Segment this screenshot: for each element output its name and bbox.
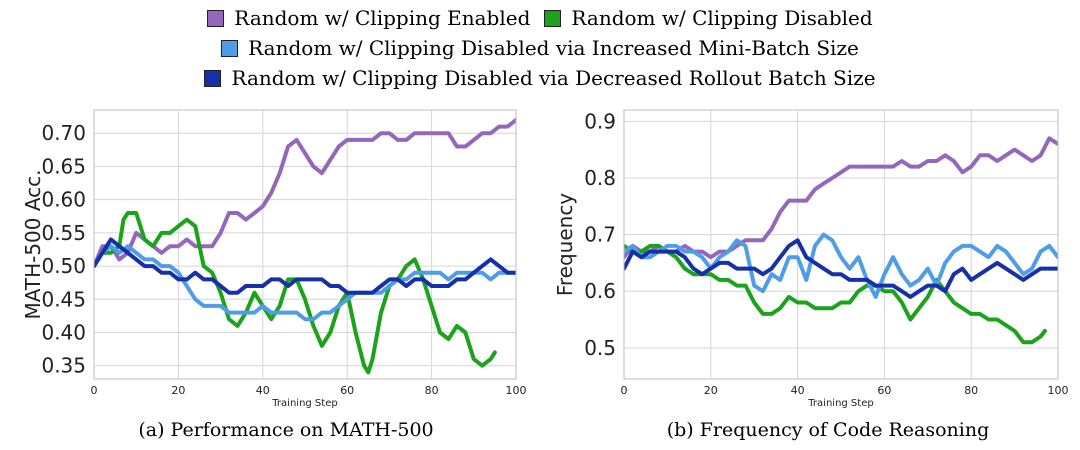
legend-row: Random w/ Clipping Disabled via Decrease… xyxy=(0,66,1080,90)
y-tick-label: 0.45 xyxy=(41,287,86,311)
x-tick-label: 0 xyxy=(91,384,98,397)
x-tick-label: 60 xyxy=(877,384,891,397)
plot-frame xyxy=(93,109,517,380)
x-tick-label: 60 xyxy=(340,384,354,397)
y-tick-label: 0.9 xyxy=(584,109,616,133)
legend-label-minibatch: Random w/ Clipping Disabled via Increase… xyxy=(248,36,859,60)
legend-row: Random w/ Clipping Enabled Random w/ Clip… xyxy=(0,6,1080,30)
y-axis-label: MATH-500 Acc. xyxy=(21,169,45,319)
x-tick-label: 100 xyxy=(1048,384,1069,397)
legend-label-enabled: Random w/ Clipping Enabled xyxy=(234,6,531,30)
y-tick-label: 0.8 xyxy=(584,166,616,190)
legend-label-rollout: Random w/ Clipping Disabled via Decrease… xyxy=(231,66,876,90)
y-tick-label: 0.35 xyxy=(41,354,86,378)
chart-caption: (a) Performance on MATH-500 xyxy=(138,419,433,441)
legend-item-minibatch: Random w/ Clipping Disabled via Increase… xyxy=(221,36,859,60)
y-tick-label: 0.7 xyxy=(584,223,616,247)
x-tick-label: 100 xyxy=(506,384,527,397)
plot-area xyxy=(624,110,1058,379)
legend-label-disabled: Random w/ Clipping Disabled xyxy=(571,6,873,30)
legend-swatch-rollout xyxy=(204,69,222,87)
legend-item-rollout: Random w/ Clipping Disabled via Decrease… xyxy=(204,66,876,90)
y-tick-label: 0.55 xyxy=(41,221,86,245)
legend: Random w/ Clipping Enabled Random w/ Clip… xyxy=(0,0,1080,100)
series-line-minibatch xyxy=(94,244,516,322)
series-line-rollout xyxy=(94,237,516,295)
y-tick-label: 0.60 xyxy=(41,188,86,212)
y-axis-label: Frequency xyxy=(553,193,577,296)
legend-item-enabled: Random w/ Clipping Enabled xyxy=(207,6,530,30)
series-line-enabled xyxy=(94,118,516,269)
legend-row: Random w/ Clipping Disabled via Increase… xyxy=(0,36,1080,60)
legend-swatch-disabled xyxy=(544,9,562,27)
y-tick-label: 0.65 xyxy=(41,154,86,178)
y-tick-label: 0.70 xyxy=(41,121,86,145)
x-axis-label: Training Step xyxy=(271,398,337,409)
series-line-rollout xyxy=(624,238,1058,299)
y-tick-label: 0.50 xyxy=(41,254,86,278)
legend-swatch-enabled xyxy=(207,9,225,27)
y-tick-label: 0.6 xyxy=(584,279,616,303)
plot-frame xyxy=(623,109,1059,380)
x-tick-label: 40 xyxy=(791,384,805,397)
y-tick-label: 0.40 xyxy=(41,321,86,345)
legend-swatch-minibatch xyxy=(221,39,239,57)
chart-b: 0 20 40 60 80 100 0.5 0.6 0.7 0.8 0.9 Training Step… xyxy=(553,109,1069,441)
series-line-disabled xyxy=(624,243,1047,345)
chart-a: 0 20 40 60 80 100 0.35 0.40 0.45 0.50 0.55 0.60 0.65… xyxy=(21,109,527,441)
series-line-minibatch xyxy=(624,232,1058,299)
x-tick-label: 20 xyxy=(704,384,718,397)
y-tick-label: 0.5 xyxy=(584,336,616,360)
x-tick-label: 0 xyxy=(621,384,628,397)
legend-item-disabled: Random w/ Clipping Disabled xyxy=(544,6,873,30)
x-tick-label: 20 xyxy=(171,384,185,397)
x-tick-label: 40 xyxy=(256,384,270,397)
chart-caption: (b) Frequency of Code Reasoning xyxy=(667,419,990,441)
x-axis-label: Training Step xyxy=(807,398,873,409)
x-tick-label: 80 xyxy=(964,384,978,397)
x-tick-label: 80 xyxy=(425,384,439,397)
